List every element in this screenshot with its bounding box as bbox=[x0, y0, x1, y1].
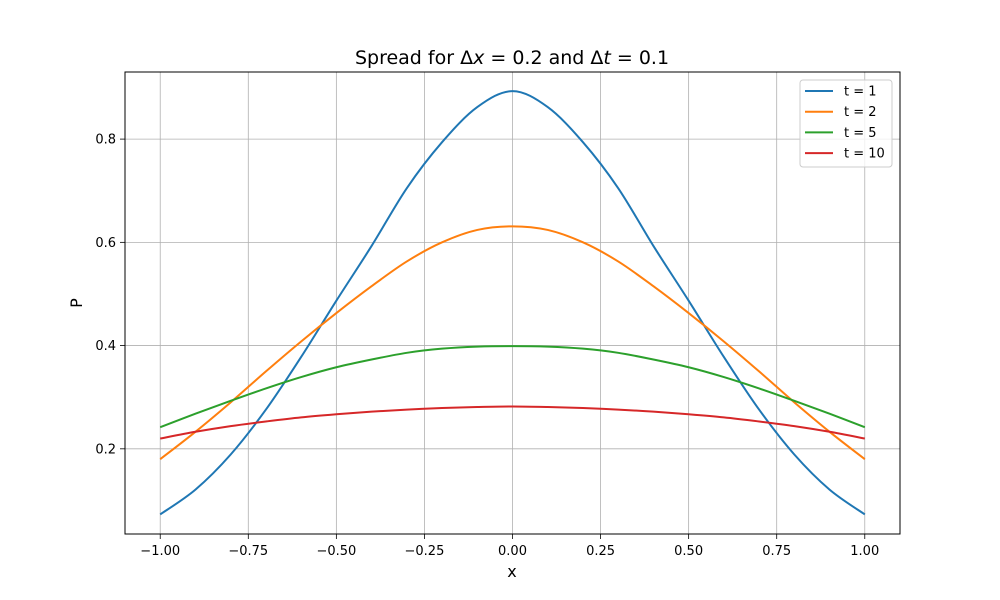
series-line bbox=[159, 225, 866, 460]
legend-label: t = 2 bbox=[844, 105, 877, 120]
legend-label: t = 5 bbox=[844, 126, 877, 141]
x-tick-label: 0.00 bbox=[498, 544, 527, 559]
legend-label: t = 1 bbox=[844, 85, 877, 100]
x-axis-ticks: −1.00 −0.75 −0.50 −0.25 0.00 0.25 0.50 0.75 1.00 bbox=[140, 534, 879, 559]
x-tick-label: −0.75 bbox=[228, 544, 268, 559]
x-tick-label: −0.50 bbox=[316, 544, 356, 559]
x-tick-label: 0.25 bbox=[586, 544, 615, 559]
series-line bbox=[159, 90, 866, 516]
x-tick-label: −0.25 bbox=[405, 544, 445, 559]
x-tick-label: 1.00 bbox=[850, 544, 879, 559]
y-tick-label: 0.2 bbox=[95, 442, 116, 457]
y-tick-label: 0.6 bbox=[95, 236, 116, 251]
x-tick-label: −1.00 bbox=[140, 544, 180, 559]
legend: t = 1 t = 2 t = 5 t = 10 bbox=[799, 79, 893, 168]
x-tick-label: 0.50 bbox=[674, 544, 703, 559]
legend-label: t = 10 bbox=[844, 147, 885, 162]
y-tick-label: 0.4 bbox=[95, 339, 116, 354]
chart-title: Spread for Δx = 0.2 and Δt = 0.1 bbox=[355, 47, 669, 69]
y-axis-label: P bbox=[67, 298, 86, 308]
series-line bbox=[159, 345, 866, 429]
series-lines bbox=[159, 90, 866, 516]
x-tick-label: 0.75 bbox=[762, 544, 791, 559]
y-axis-ticks: 0.2 0.4 0.6 0.8 bbox=[95, 133, 125, 457]
y-tick-label: 0.8 bbox=[95, 133, 116, 148]
series-line bbox=[160, 405, 865, 440]
legend-box bbox=[799, 79, 893, 168]
x-axis-label: x bbox=[507, 562, 516, 581]
